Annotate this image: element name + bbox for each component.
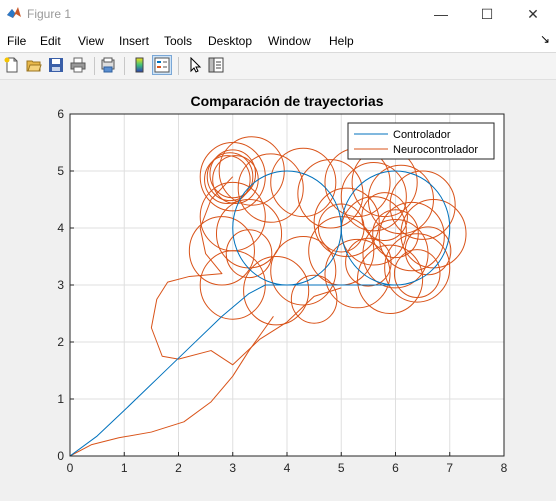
pointer-icon[interactable] (184, 55, 204, 75)
series-loop-neurocontrolador (243, 256, 310, 326)
menu-view[interactable]: View (78, 34, 104, 48)
menu-window[interactable]: Window (268, 34, 311, 48)
save-icon[interactable] (46, 55, 66, 75)
series-loop-neurocontrolador (384, 233, 451, 303)
maximize-button[interactable]: ☐ (480, 6, 494, 22)
x-tick-label: 8 (501, 461, 508, 475)
series-loop-neurocontrolador (204, 155, 251, 204)
series-loop-neurocontrolador (188, 216, 255, 286)
y-tick-label: 4 (57, 221, 64, 235)
series-loop-neurocontrolador (237, 153, 304, 223)
series-loop-neurocontrolador (357, 244, 424, 315)
chart-title: Comparación de trayectorias (191, 93, 384, 109)
series-loop-neurocontrolador (362, 218, 429, 289)
series-loop-neurocontrolador (372, 209, 419, 259)
series-loop-neurocontrolador (215, 199, 283, 269)
menu-insert[interactable]: Insert (119, 34, 150, 48)
series-loop-neurocontrolador (206, 152, 254, 202)
tick-labels: 0 1 2 3 4 5 6 7 8 0 1 2 3 4 5 6 (57, 107, 507, 475)
matlab-logo-icon (6, 5, 22, 21)
series-loop-neurocontrolador (393, 249, 441, 299)
legend-icon[interactable] (152, 55, 172, 75)
x-tick-label: 4 (284, 461, 291, 475)
series-line-controlador (70, 284, 396, 456)
y-tick-label: 6 (57, 107, 64, 121)
print-preview-icon[interactable] (98, 55, 118, 75)
x-tick-label: 7 (446, 461, 453, 475)
window-titlebar: Figure 1 — ☐ ✕ (0, 0, 556, 30)
series-loop-neurocontrolador (199, 141, 266, 212)
menu-file[interactable]: File (7, 34, 27, 48)
series-loop-neurocontrolador (378, 201, 445, 272)
menu-tools[interactable]: Tools (164, 34, 193, 48)
x-tick-label: 2 (175, 461, 182, 475)
series-loop-controlador (340, 170, 451, 286)
series-loop-neurocontrolador (345, 237, 392, 287)
series-loop-neurocontrolador (225, 229, 273, 279)
x-tick-label: 3 (229, 461, 236, 475)
series-layer (70, 136, 467, 456)
series-loop-neurocontrolador (389, 170, 456, 240)
series-loop-neurocontrolador (324, 238, 391, 309)
series-loop-neurocontrolador (290, 274, 338, 324)
series-loop-neurocontrolador (340, 161, 407, 232)
x-tick-label: 5 (338, 461, 345, 475)
y-tick-label: 1 (57, 392, 64, 406)
toolbar-separator (124, 57, 125, 75)
legend-label: Neurocontrolador (393, 144, 478, 156)
menu-edit[interactable]: Edit (40, 34, 61, 48)
series-loop-neurocontrolador (209, 149, 257, 199)
colorbar-icon[interactable] (130, 55, 150, 75)
series-line-neurocontrolador (150, 176, 342, 366)
open-file-icon[interactable] (24, 55, 44, 75)
y-tick-label: 2 (57, 335, 64, 349)
window-title: Figure 1 (27, 7, 72, 21)
figure-toolbar (0, 53, 556, 80)
legend[interactable]: Controlador Neurocontrolador (347, 122, 495, 160)
y-tick-label: 0 (57, 449, 64, 463)
menu-desktop[interactable]: Desktop (208, 34, 253, 48)
dock-figure-icon[interactable]: ↘ (539, 32, 550, 46)
x-tick-label: 6 (392, 461, 399, 475)
menu-bar: File Edit View Insert Tools Desktop Wind… (0, 30, 556, 53)
y-tick-label: 3 (57, 278, 64, 292)
toolbar-separator (178, 57, 179, 75)
series-loop-neurocontrolador (404, 226, 452, 276)
toolbar-separator (94, 57, 95, 75)
series-line-neurocontrolador (70, 316, 274, 456)
print-icon[interactable] (68, 55, 88, 75)
new-figure-icon[interactable] (2, 55, 22, 75)
y-tick-label: 5 (57, 164, 64, 178)
series-loop-neurocontrolador (270, 236, 337, 306)
close-button[interactable]: ✕ (527, 6, 539, 22)
menu-help[interactable]: Help (329, 34, 354, 48)
series-loop-neurocontrolador (297, 159, 364, 229)
series-loop-neurocontrolador (270, 147, 337, 218)
x-tick-label: 1 (121, 461, 128, 475)
legend-label: Controlador (393, 129, 451, 141)
x-tick-label: 0 (67, 461, 74, 475)
plot-canvas[interactable]: 0 1 2 3 4 5 6 7 8 0 1 2 3 4 5 6 Comparación de trayecto… (0, 80, 556, 501)
property-editor-icon[interactable] (206, 55, 226, 75)
minimize-button[interactable]: — (434, 6, 448, 22)
legend-box (347, 122, 495, 160)
series-loop-neurocontrolador (361, 192, 408, 242)
